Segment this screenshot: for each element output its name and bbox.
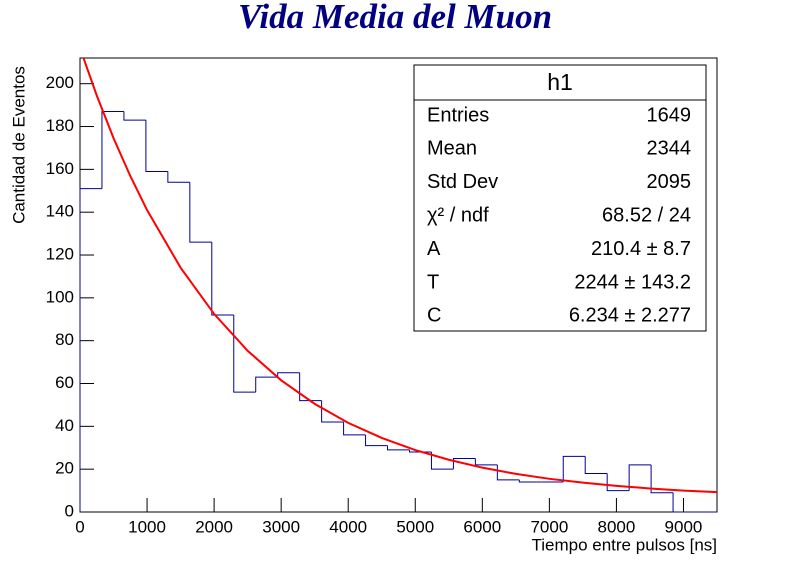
y-tick-label: 140 xyxy=(46,202,74,221)
x-tick-label: 8000 xyxy=(598,517,636,536)
stats-box: h1 Entries 1649 Mean 2344 Std Dev 2095 χ² / nd… xyxy=(413,64,707,332)
stats-label: T xyxy=(427,271,439,293)
stats-value: 1649 xyxy=(647,104,692,126)
x-tick-label: 6000 xyxy=(463,517,501,536)
histogram-bin xyxy=(672,492,696,513)
y-tick-label: 0 xyxy=(65,501,74,520)
x-tick-label: 5000 xyxy=(396,517,434,536)
histogram-bin xyxy=(430,452,454,470)
stats-label: Std Dev xyxy=(427,171,498,193)
histogram-bin xyxy=(650,464,674,494)
histogram-bin xyxy=(562,455,586,483)
histogram-bin xyxy=(233,314,256,393)
x-tick-label: 7000 xyxy=(530,517,568,536)
histogram-bin xyxy=(79,188,102,512)
histogram-bin xyxy=(387,445,410,451)
x-tick-label: 2000 xyxy=(195,517,233,536)
histogram-bin xyxy=(255,376,278,393)
y-tick-label: 40 xyxy=(55,416,74,435)
histogram-bin xyxy=(584,456,608,474)
x-tick-label: 1000 xyxy=(128,517,166,536)
y-tick-label: 160 xyxy=(46,159,74,178)
histogram-bin xyxy=(452,457,476,470)
stats-value: 210.4 ± 8.7 xyxy=(591,238,691,260)
y-tick-label: 100 xyxy=(46,287,74,306)
stats-label: C xyxy=(427,305,441,327)
histogram-bin xyxy=(474,458,498,466)
stats-value: 2344 xyxy=(647,138,692,160)
histogram-bin xyxy=(211,242,234,316)
stats-label: Entries xyxy=(427,104,489,126)
stats-label: Mean xyxy=(427,138,477,160)
histogram-bin xyxy=(628,464,652,491)
histogram-bin xyxy=(167,171,190,183)
y-tick-label: 120 xyxy=(46,245,74,264)
histogram-bin xyxy=(343,422,366,436)
x-tick-label: 3000 xyxy=(262,517,300,536)
y-axis-title: Cantidad de Eventos xyxy=(9,66,28,224)
x-axis-title: Tiempo entre pulsos [ns] xyxy=(531,535,717,554)
stats-value: 2244 ± 143.2 xyxy=(574,271,691,293)
histogram-bin xyxy=(123,111,146,121)
stats-frame xyxy=(413,64,707,332)
stats-label: χ² / ndf xyxy=(427,204,489,226)
stats-value: 68.52 / 24 xyxy=(602,204,691,226)
histogram-bin xyxy=(606,473,630,492)
histogram xyxy=(79,111,717,513)
fit-curve xyxy=(82,58,717,494)
histogram-bin xyxy=(101,111,124,189)
stats-label: A xyxy=(427,238,441,260)
y-tick-label: 60 xyxy=(55,373,74,392)
histogram-bin xyxy=(145,120,168,172)
stats-value: 6.234 ± 2.277 xyxy=(569,305,691,327)
histogram-bin xyxy=(189,182,212,243)
y-tick-label: 200 xyxy=(46,73,74,92)
x-tick-label: 4000 xyxy=(329,517,367,536)
y-tick-label: 80 xyxy=(55,330,74,349)
x-tick-label: 0 xyxy=(75,517,84,536)
x-tick-label: 9000 xyxy=(665,517,703,536)
chart-title: Vida Media del Muon xyxy=(238,0,552,36)
y-tick-label: 180 xyxy=(46,116,74,135)
histogram-bin xyxy=(518,479,542,483)
stats-title: h1 xyxy=(547,69,573,95)
stats-value: 2095 xyxy=(647,171,692,193)
histogram-bin xyxy=(299,372,322,402)
histogram-bin xyxy=(365,434,388,447)
histogram-bin xyxy=(277,372,300,378)
y-tick-label: 20 xyxy=(55,459,74,478)
